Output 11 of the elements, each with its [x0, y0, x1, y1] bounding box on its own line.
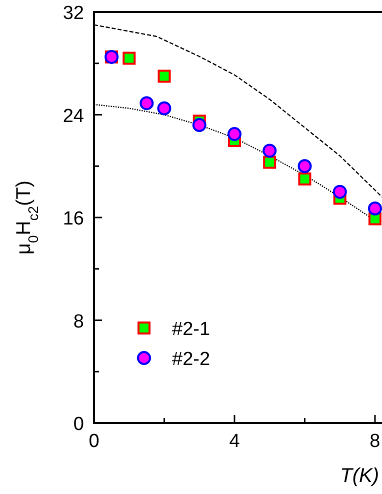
x-tick-label: 8: [370, 431, 380, 452]
y-tick-label: 32: [62, 3, 84, 24]
x-axis-title: T(K): [340, 465, 379, 487]
y-tick-label: 24: [62, 106, 84, 127]
y-tick-label: 8: [73, 311, 84, 332]
legend-label: #2-1: [172, 319, 210, 340]
x-tick-label: 0: [88, 431, 100, 452]
y-tick-label: 0: [73, 414, 84, 435]
x-tick-label: 4: [229, 431, 240, 452]
y-tick-label: 16: [62, 208, 84, 230]
legend-label: #2-2: [172, 349, 210, 370]
